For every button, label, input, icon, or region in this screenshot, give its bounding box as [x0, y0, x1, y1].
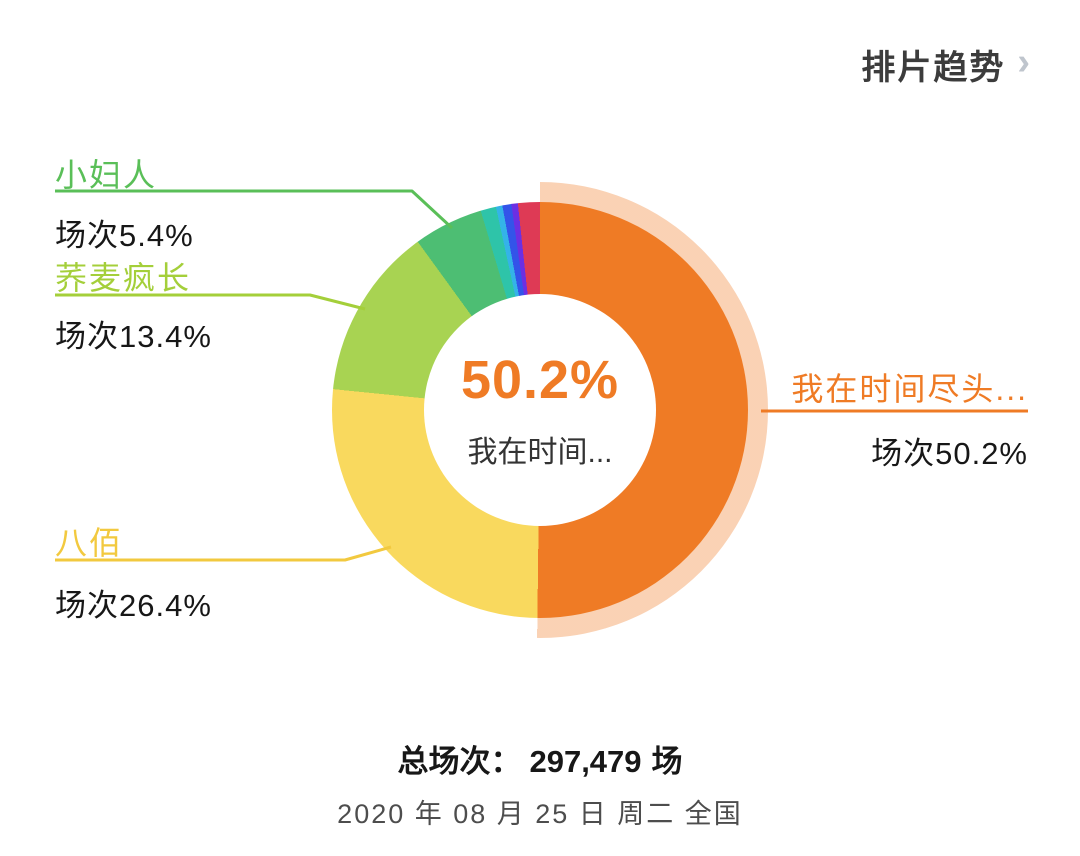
total-value: 297,479 — [529, 744, 642, 779]
callout-subtitle: 场次50.2% — [871, 436, 1028, 471]
callout-subtitle: 场次5.4% — [55, 218, 194, 253]
total-unit: 场 — [651, 744, 683, 779]
date-scope-line: 2020 年 08 月 25 日 周二 全国 — [337, 799, 743, 829]
callout-babai: 八佰 场次26.4% — [55, 518, 212, 625]
callout-title: 荞麦疯长 — [55, 260, 192, 296]
callout-subtitle: 场次13.4% — [55, 319, 212, 354]
donut-center: 50.2% 我在时间... — [424, 294, 656, 526]
callout-title: 小妇人 — [55, 157, 158, 193]
callout-title: 我在时间尽头... — [791, 371, 1028, 407]
center-percent-value: 50.2% — [460, 350, 620, 410]
total-label: 总场次： — [397, 744, 522, 779]
callout-wozaishijian: 我在时间尽头... 场次50.2% — [791, 364, 1028, 473]
callout-xiaofuren: 小妇人 场次5.4% — [55, 150, 194, 255]
trend-link-label: 排片趋势 — [861, 49, 1006, 87]
chevron-right-icon: › — [1017, 40, 1030, 83]
callout-subtitle: 场次26.4% — [55, 588, 212, 623]
trend-link[interactable]: 排片趋势 › — [861, 40, 1030, 89]
callout-title: 八佰 — [55, 525, 124, 561]
center-movie-name: 我在时间... — [467, 436, 613, 469]
callout-qiaomai: 荞麦疯长 场次13.4% — [55, 253, 212, 356]
total-screenings: 总场次： 297,479 场 — [0, 736, 1080, 781]
